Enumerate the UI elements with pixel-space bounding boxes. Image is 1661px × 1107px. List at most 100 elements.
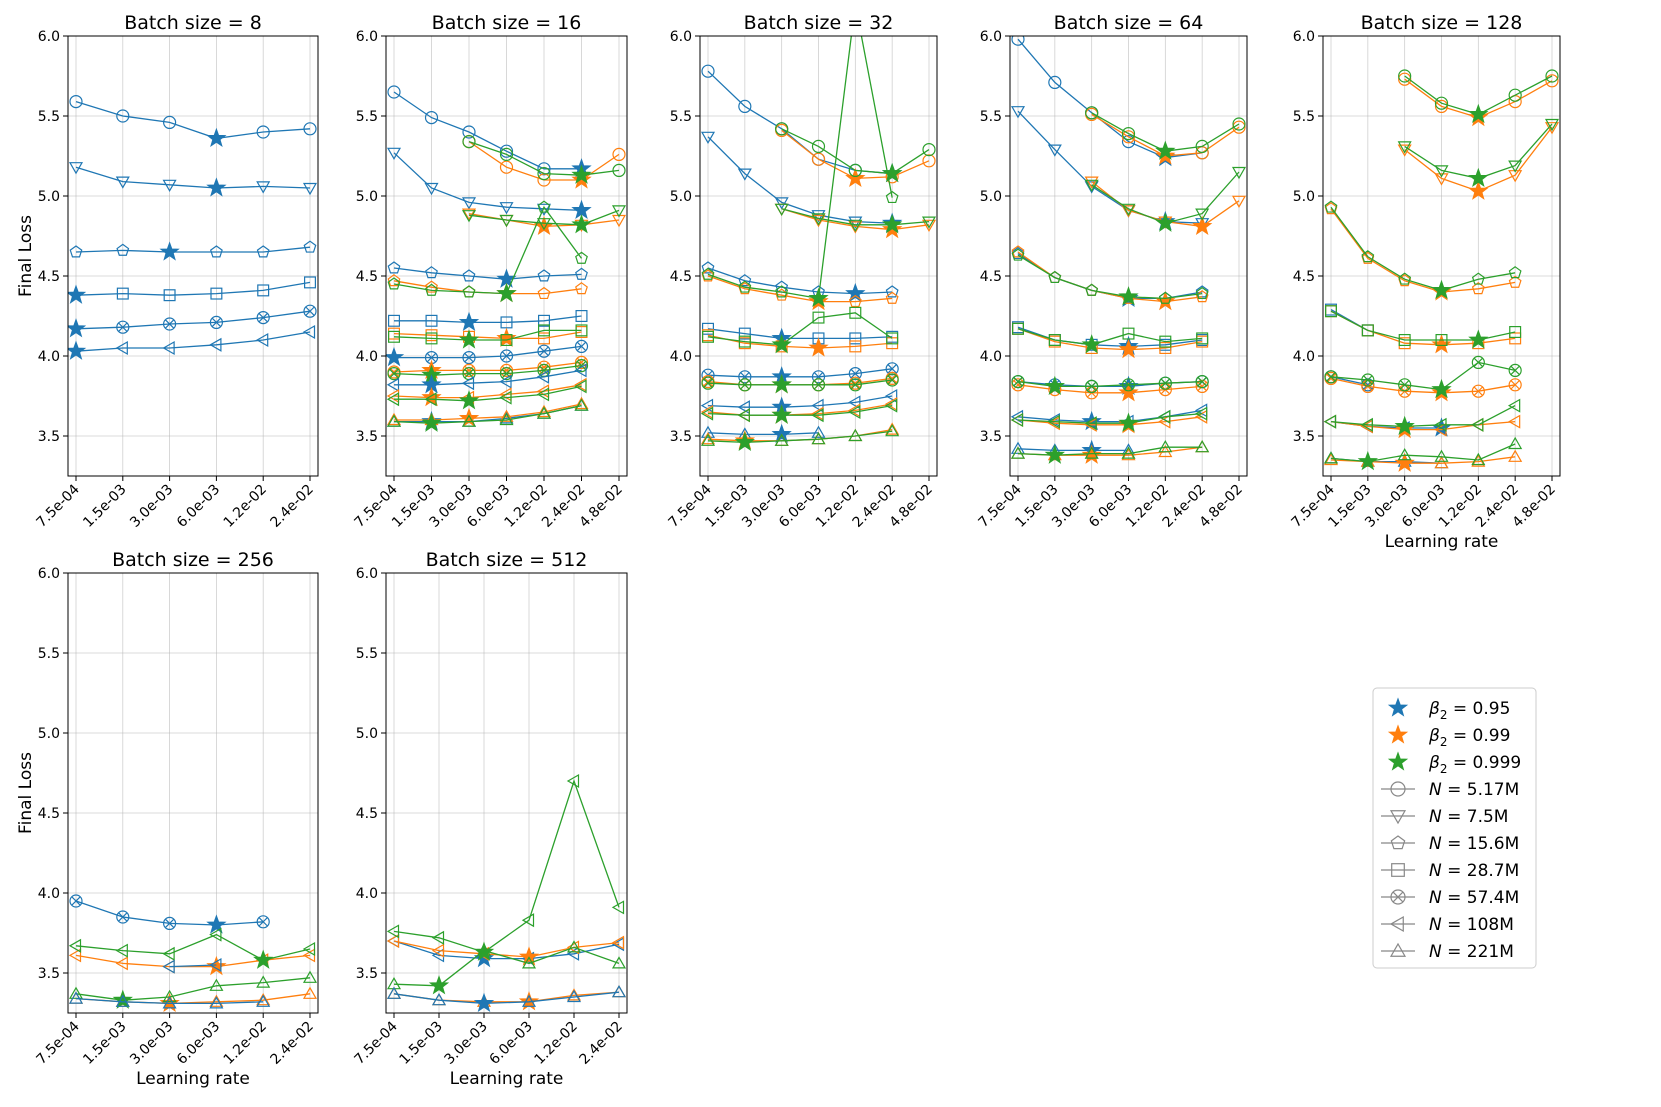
- data-point: [1398, 334, 1411, 347]
- data-point: [849, 332, 862, 345]
- data-point-ring: [574, 359, 589, 373]
- series-beta-0-95-n-7-5m: [700, 131, 903, 232]
- x-tick-label: 1.2e-02: [221, 1019, 270, 1068]
- best-star-point: [421, 412, 442, 432]
- data-point: [775, 285, 789, 298]
- best-star-point: [845, 167, 866, 188]
- panel-batch-size-64: 3.54.04.55.05.56.07.5e-041.5e-033.0e-036…: [976, 12, 1248, 531]
- data-point: [1158, 439, 1173, 453]
- series-beta-0-999-n-7-5m: [461, 205, 627, 234]
- data-point: [499, 144, 514, 158]
- data-point: [115, 943, 128, 958]
- data-point-ring: [574, 355, 589, 369]
- data-point-x2: [850, 380, 860, 390]
- data-point: [1121, 447, 1136, 461]
- data-point: [1471, 282, 1485, 295]
- series-beta-0-999-n-221m: [68, 970, 318, 1009]
- x-tick-label: 6.0e-03: [174, 482, 223, 531]
- best-star-point: [771, 334, 792, 354]
- data-point-x2: [1087, 381, 1097, 392]
- series-beta-0-99-n-7-5m: [1397, 122, 1560, 200]
- data-point: [1434, 165, 1449, 178]
- data-point: [1323, 451, 1339, 464]
- data-point: [499, 160, 514, 174]
- data-point-x2: [164, 918, 175, 929]
- best-star-point: [571, 214, 592, 234]
- y-tick-label: 5.0: [38, 726, 60, 742]
- best-star-point: [68, 340, 87, 360]
- best-star-point: [1468, 103, 1489, 124]
- data-point: [499, 147, 514, 161]
- data-point: [499, 374, 512, 389]
- series-beta-0-95-n-57-4m: [69, 894, 270, 934]
- y-tick-label: 5.5: [980, 109, 1002, 125]
- series-line: [468, 209, 620, 226]
- data-point: [386, 924, 400, 939]
- series-line: [707, 334, 893, 349]
- series-line: [393, 384, 582, 399]
- data-point: [1398, 69, 1412, 83]
- series-line: [1330, 206, 1516, 292]
- series-beta-0-95-n-28-7m: [701, 322, 899, 348]
- data-point-x2: [1363, 375, 1373, 385]
- data-point: [210, 287, 223, 300]
- data-point-ring: [1324, 370, 1338, 384]
- data-point: [116, 109, 130, 123]
- data-point: [701, 64, 715, 78]
- data-point: [521, 994, 537, 1007]
- y-tick-label: 5.5: [38, 109, 60, 125]
- data-point: [1508, 449, 1523, 462]
- legend-label: N = 221M: [1429, 942, 1514, 962]
- legend-label: β2 = 0.95: [1428, 699, 1510, 722]
- data-point: [885, 190, 899, 204]
- data-point: [162, 996, 177, 1009]
- data-point-ring: [574, 339, 589, 353]
- data-point-ring: [811, 378, 826, 392]
- data-point: [885, 423, 900, 437]
- data-point: [566, 940, 580, 955]
- series-beta-0-99-n-28-7m: [388, 326, 588, 348]
- data-point: [1159, 335, 1172, 348]
- data-point-ring: [1398, 378, 1412, 392]
- y-tick-label: 3.5: [38, 429, 60, 445]
- data-point: [774, 197, 789, 210]
- data-point: [811, 139, 826, 153]
- best-star-point: [882, 214, 903, 234]
- data-point: [424, 110, 439, 125]
- data-point: [1361, 324, 1374, 337]
- data-point: [1232, 117, 1246, 131]
- best-star-point: [808, 337, 829, 357]
- best-star-point: [882, 162, 903, 183]
- data-point: [462, 269, 476, 282]
- data-point: [162, 946, 175, 961]
- data-point-x2: [305, 306, 315, 316]
- series-beta-0-95-n-108m: [386, 933, 625, 968]
- data-point: [537, 324, 550, 337]
- plot-area: [386, 773, 627, 1013]
- data-point-ring: [1085, 379, 1099, 393]
- legend-marker-icon-ring: [1390, 889, 1406, 905]
- y-tick-label: 4.5: [670, 269, 692, 285]
- data-point: [256, 311, 270, 325]
- data-point: [163, 115, 177, 130]
- data-point: [302, 970, 318, 983]
- data-point: [209, 957, 222, 973]
- data-point-x2: [887, 364, 897, 374]
- panel-title: Batch size = 16: [432, 12, 582, 34]
- data-point: [885, 362, 899, 376]
- plot-area: [386, 85, 627, 432]
- series-line: [707, 368, 893, 378]
- series-line: [393, 946, 620, 987]
- plot-area: [1323, 69, 1560, 472]
- legend-value: = 221M: [1442, 942, 1514, 962]
- series-beta-0-999-n-57-4m: [701, 373, 899, 394]
- best-star-point: [206, 955, 227, 976]
- series-beta-0-999-n-108m: [386, 379, 587, 410]
- series-line: [393, 991, 620, 1003]
- data-point: [461, 208, 477, 221]
- data-point: [1084, 176, 1099, 189]
- data-point: [811, 398, 824, 413]
- data-point: [536, 404, 552, 418]
- x-tick-label: 6.0e-03: [174, 1019, 223, 1068]
